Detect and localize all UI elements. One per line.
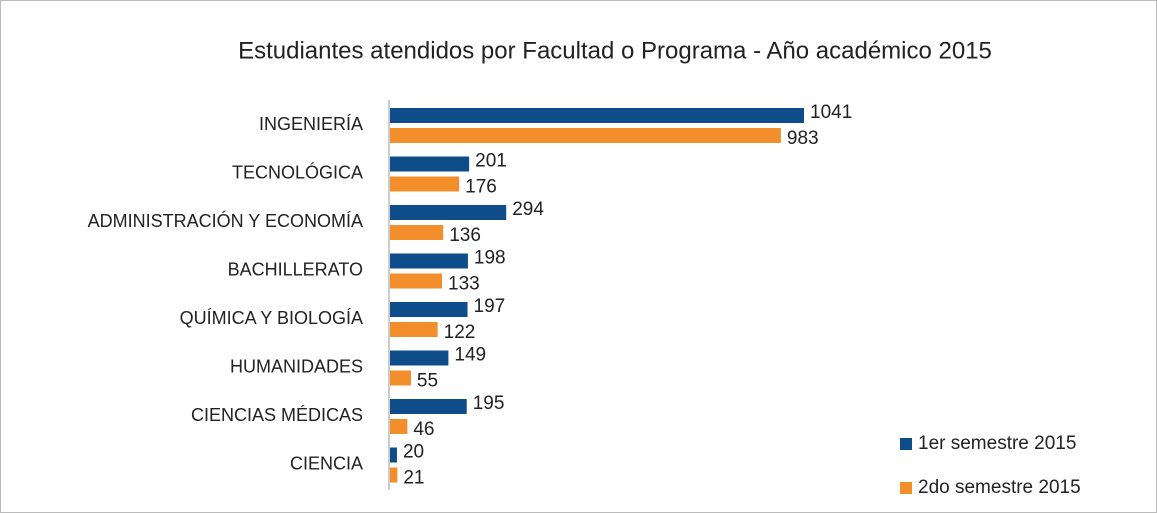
bar (390, 399, 467, 414)
y-tick-label: CIENCIA (290, 453, 363, 473)
legend-swatch (900, 482, 912, 494)
value-label: 198 (474, 248, 506, 269)
value-label: 133 (448, 274, 480, 295)
bar (390, 302, 468, 317)
value-label: 1041 (810, 102, 852, 123)
bar (390, 128, 781, 143)
value-label: 46 (413, 419, 434, 440)
bar (390, 273, 443, 289)
value-label: 122 (444, 322, 476, 343)
bar (390, 447, 397, 463)
bar (390, 350, 449, 366)
value-label: 55 (417, 371, 438, 392)
bar (390, 205, 507, 220)
bar (390, 253, 468, 269)
y-tick-label: QUÍMICA Y BIOLOGÍA (180, 308, 363, 328)
value-label: 201 (475, 151, 507, 172)
bar (390, 176, 460, 192)
value-label: 294 (512, 199, 544, 220)
legend-swatch (900, 438, 912, 450)
bar (390, 322, 438, 337)
value-label: 195 (473, 393, 505, 414)
bar (390, 467, 398, 483)
bar (390, 370, 411, 386)
chart-title: Estudiantes atendidos por Facultad o Pro… (238, 37, 992, 64)
y-tick-label: INGENIERÍA (259, 114, 363, 134)
bar (390, 419, 408, 434)
bar (390, 225, 444, 240)
y-tick-label: CIENCIAS MÉDICAS (191, 405, 363, 425)
value-label: 149 (454, 345, 486, 366)
y-tick-label: BACHILLERATO (228, 259, 363, 279)
y-tick-label: ADMINISTRACIÓN Y ECONOMÍA (88, 210, 363, 231)
value-label: 136 (449, 225, 481, 246)
legend-label: 1er semestre 2015 (918, 433, 1076, 454)
value-label: 197 (474, 296, 506, 317)
bar (390, 108, 804, 123)
value-label: 983 (787, 128, 819, 149)
y-tick-label: TECNOLÓGICA (232, 161, 363, 182)
bar (390, 156, 470, 172)
value-label: 20 (403, 442, 424, 463)
legend-label: 2do semestre 2015 (918, 477, 1081, 498)
y-tick-label: HUMANIDADES (230, 356, 363, 376)
value-label: 176 (465, 177, 497, 198)
value-label: 21 (403, 468, 424, 489)
